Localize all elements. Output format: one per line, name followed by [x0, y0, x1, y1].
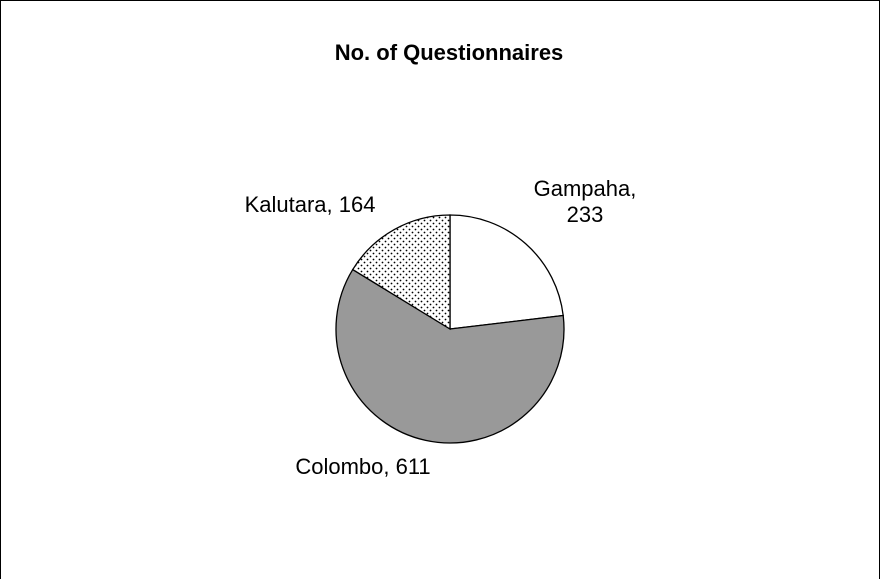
slice-label-kalutara: Kalutara, 164 — [245, 192, 376, 217]
pie-slice-gampaha — [449, 214, 564, 330]
pie-slice-kalutara — [351, 214, 451, 331]
pie-labels: Gampaha, 233 Colombo, 611 Kalutara, 164 — [245, 176, 637, 479]
chart-title: No. of Questionnaires — [335, 40, 564, 65]
slice-label-gampaha: Gampaha, 233 — [534, 176, 637, 227]
pie-slices — [335, 214, 565, 444]
pie-slice-colombo — [335, 268, 565, 444]
slice-label-colombo: Colombo, 611 — [295, 454, 430, 479]
